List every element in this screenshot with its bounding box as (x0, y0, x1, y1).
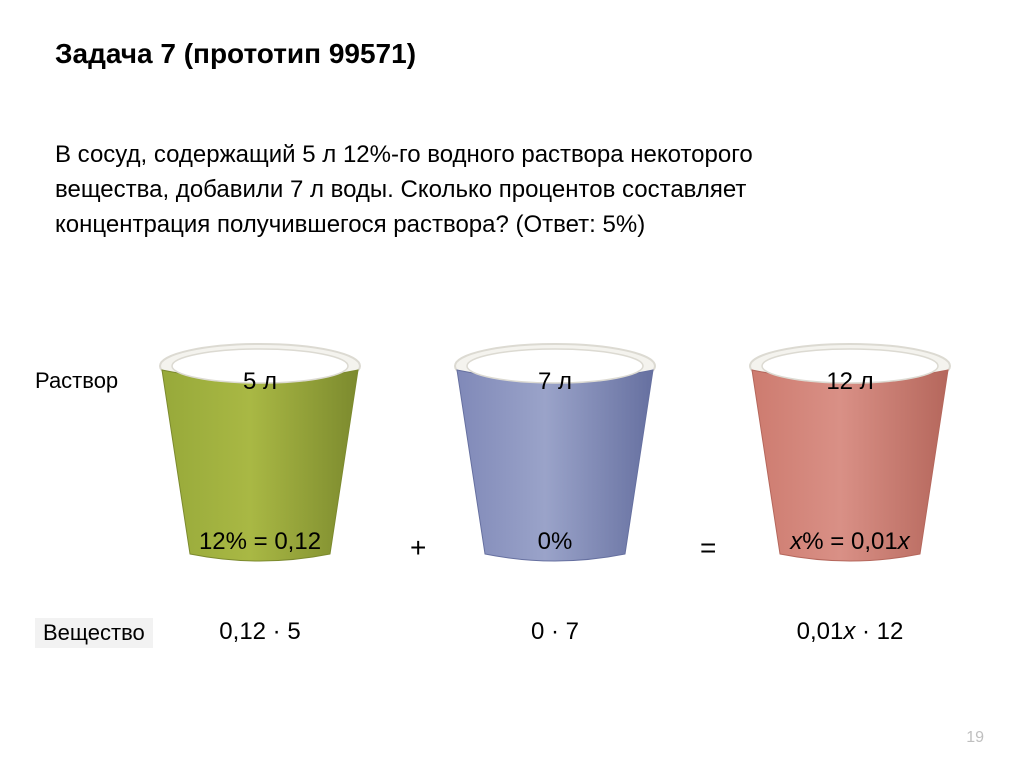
row-label-substance: Вещество (35, 618, 153, 648)
cup-3-substance: 0,01х · 12 (735, 618, 965, 646)
page-number: 19 (966, 729, 984, 747)
row-label-solution: Раствор (35, 368, 118, 394)
cup-2-volume: 7 л (440, 368, 670, 396)
cup-3-percent: х% = 0,01х (735, 528, 965, 556)
cup-3-volume: 12 л (735, 368, 965, 396)
problem-title: Задача 7 (прототип 99571) (55, 38, 416, 70)
cup-2-percent: 0% (440, 528, 670, 556)
cup-1-substance: 0,12 · 5 (145, 618, 375, 646)
operator-equals: = (700, 532, 716, 564)
cup-1-percent: 12% = 0,12 (145, 528, 375, 556)
problem-statement: В сосуд, содержащий 5 л 12%-го водного р… (55, 138, 835, 242)
operator-plus: + (410, 532, 426, 564)
cup-2-substance: 0 · 7 (440, 618, 670, 646)
cup-1-volume: 5 л (145, 368, 375, 396)
